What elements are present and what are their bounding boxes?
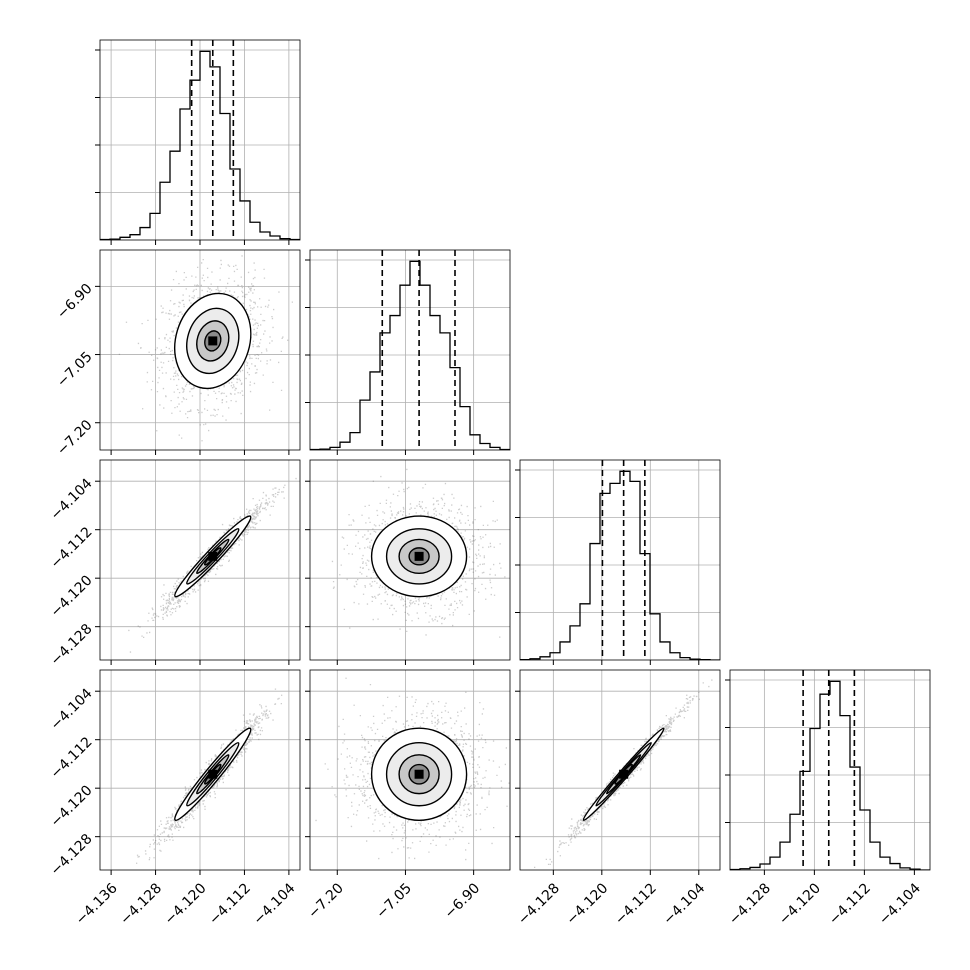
y-tick-label: −4.128 (48, 621, 96, 669)
histogram-step (100, 50, 300, 240)
panel-frame (309, 249, 511, 451)
y-tick-label: −4.112 (48, 734, 96, 782)
scatter-content (136, 688, 283, 864)
panel-background (730, 670, 930, 870)
panel-frame (729, 669, 931, 871)
scatter-panel-2-1 (305, 459, 511, 665)
scatter-content (128, 477, 297, 653)
density-peak (208, 551, 218, 561)
density-peak (208, 336, 218, 346)
y-tick-label: −4.104 (48, 685, 96, 733)
density-peak (208, 769, 218, 779)
panel-frame (519, 459, 721, 661)
x-tick-label: −4.104 (660, 880, 708, 928)
x-tick-label: −4.112 (206, 880, 254, 928)
histogram-panel-2 (515, 459, 721, 665)
scatter-content (331, 468, 506, 638)
x-tick-label: −7.05 (373, 880, 415, 922)
y-tick-label: −4.112 (48, 524, 96, 572)
density-peak (414, 551, 424, 561)
histogram-step (520, 470, 720, 660)
density-peak (619, 769, 629, 779)
scatter-panel-3-0: −4.128−4.120−4.112−4.104−4.136−4.128−4.1… (48, 669, 301, 928)
panel-frame (99, 669, 301, 871)
x-tick-label: −4.128 (515, 880, 563, 928)
panel-frame (99, 39, 301, 241)
x-tick-label: −4.128 (726, 880, 774, 928)
histogram-panel-0 (95, 39, 301, 245)
x-tick-label: −4.120 (162, 880, 210, 928)
y-tick-label: −7.05 (54, 349, 96, 391)
y-tick-label: −7.20 (54, 417, 96, 459)
x-tick-label: −4.128 (117, 880, 165, 928)
x-tick-label: −4.120 (776, 880, 824, 928)
scatter-content (315, 677, 510, 861)
x-tick-label: −4.120 (563, 880, 611, 928)
panel-frame (309, 669, 511, 871)
scatter-panel-2-0: −4.128−4.120−4.112−4.104 (48, 459, 301, 669)
density-peak (414, 769, 424, 779)
x-tick-label: −4.104 (251, 880, 299, 928)
scatter-panel-1-0: −7.20 −7.05 −6.90 (54, 249, 301, 459)
panel-frame (99, 249, 301, 451)
scatter-content (534, 679, 713, 868)
panel-background (520, 460, 720, 660)
x-tick-label: −4.112 (612, 880, 660, 928)
histogram-panel-3: −4.128 −4.120 −4.112 −4.104 (725, 669, 931, 928)
x-tick-label: −6.90 (442, 880, 484, 922)
x-tick-label: −7.20 (305, 880, 347, 922)
histogram-step (310, 260, 510, 450)
scatter-content (118, 255, 293, 442)
scatter-panel-3-2: −4.128 −4.120 −4.112 −4.104 (515, 669, 721, 928)
x-tick-label: −4.136 (73, 880, 121, 928)
panel-frame (309, 459, 511, 661)
scatter-panel-3-1: −7.20 −7.05 −6.90 (305, 669, 511, 922)
y-tick-label: −4.104 (48, 475, 96, 523)
panel-frame (99, 459, 301, 661)
y-tick-label: −4.120 (48, 783, 96, 831)
x-tick-label: −4.104 (876, 880, 924, 928)
y-tick-label: −4.120 (48, 573, 96, 621)
histogram-panel-1 (305, 249, 511, 455)
histogram-step (730, 680, 930, 870)
panel-frame (519, 669, 721, 871)
x-tick-label: −4.112 (826, 880, 874, 928)
y-tick-label: −6.90 (54, 281, 96, 323)
y-tick-label: −4.128 (48, 831, 96, 879)
